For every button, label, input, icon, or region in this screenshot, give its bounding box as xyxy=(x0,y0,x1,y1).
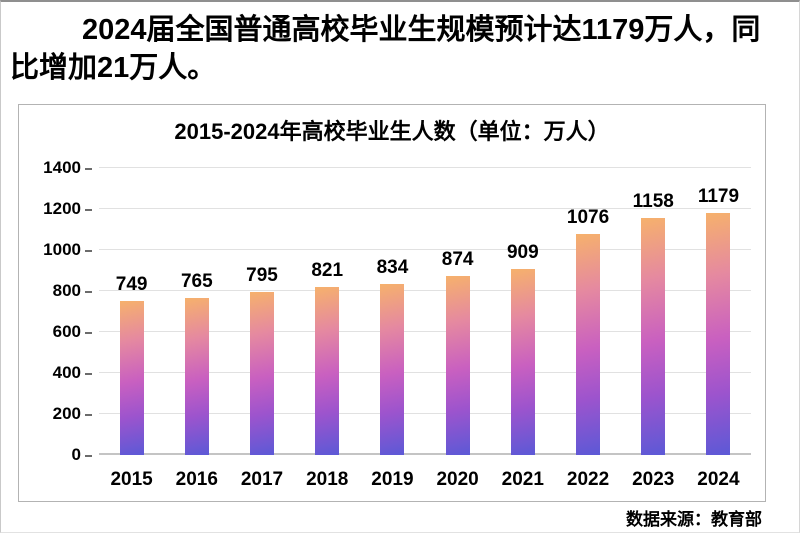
bar-2018 xyxy=(315,286,340,455)
gridline-600 xyxy=(99,331,751,332)
bar-value-label: 834 xyxy=(376,257,409,279)
gridline-1000 xyxy=(99,249,751,250)
bar-2022 xyxy=(576,234,601,455)
y-axis: 0 200 400 600 800 1000 1200 1400 xyxy=(19,158,95,464)
bar-value-label: 765 xyxy=(180,271,213,293)
bar-slot-2015: 749 xyxy=(99,168,164,455)
gridline-800 xyxy=(99,290,751,291)
chart-panel: 2015-2024年高校毕业生人数（单位：万人） 0 200 400 600 800 10… xyxy=(18,104,766,502)
gridline-200 xyxy=(99,413,751,414)
bar-slot-2023: 1158 xyxy=(621,168,686,455)
bar-slot-2016: 765 xyxy=(164,168,229,455)
bar-slot-2019: 834 xyxy=(360,168,425,455)
x-tick-label-2015: 2015 xyxy=(110,469,153,490)
y-tick-label-1400: 1400 xyxy=(43,158,92,177)
headline: 2024届全国普通高校毕业生规模预计达1179万人，同比增加21万人。 xyxy=(10,14,761,84)
bar-value-label: 909 xyxy=(506,241,539,263)
bar-value-label: 795 xyxy=(246,265,278,287)
bar-2017 xyxy=(250,292,274,455)
bar-value-label: 749 xyxy=(115,274,148,296)
x-tick-label-2024: 2024 xyxy=(697,469,740,490)
chart-title: 2015-2024年高校毕业生人数（单位：万人） xyxy=(174,119,610,144)
bar-2024 xyxy=(706,213,731,455)
bar-2021 xyxy=(510,268,535,455)
y-tick-label-800: 800 xyxy=(52,281,93,300)
bar-2016 xyxy=(184,298,209,455)
bar-2019 xyxy=(380,284,405,455)
y-tick-label-1200: 1200 xyxy=(43,199,92,218)
x-tick-label-2016: 2016 xyxy=(175,469,218,490)
bar-slot-2018: 821 xyxy=(295,168,360,455)
bar-2015 xyxy=(119,301,144,455)
bar-slot-2021: 909 xyxy=(490,168,555,455)
bar-slot-2022: 1076 xyxy=(555,168,620,455)
bar-slot-2024: 1179 xyxy=(686,168,751,455)
x-tick-label-2023: 2023 xyxy=(632,469,675,490)
y-tick-label-0: 0 xyxy=(71,445,94,464)
bar-value-label: 1076 xyxy=(566,207,610,229)
x-axis: 2015 2016 2017 2018 2019 2020 2021 2022 2023 2024 xyxy=(99,469,751,491)
bar-value-label: 821 xyxy=(311,259,344,281)
x-tick-label-2020: 2020 xyxy=(436,469,479,490)
bar-2023 xyxy=(641,217,666,455)
x-tick-label-2019: 2019 xyxy=(371,469,414,490)
gridline-1200 xyxy=(99,208,751,209)
gridline-1400 xyxy=(99,167,751,168)
y-tick-label-600: 600 xyxy=(52,322,93,341)
y-tick-label-1000: 1000 xyxy=(43,240,92,259)
x-tick-label-2022: 2022 xyxy=(566,469,610,490)
y-tick-label-400: 400 xyxy=(52,363,93,382)
plot-area: 749 765 795 821 834 874 909 1076 1158 1179 xyxy=(99,167,751,455)
x-tick-label-2021: 2021 xyxy=(501,469,544,490)
bar-value-label: 1179 xyxy=(697,186,740,208)
x-tick-label-2018: 2018 xyxy=(306,469,349,490)
bar-value-label: 874 xyxy=(441,248,474,270)
bar-slot-2017: 795 xyxy=(229,168,294,455)
bar-value-label: 1158 xyxy=(632,190,674,212)
data-source-caption: 数据来源：教育部 xyxy=(626,510,762,529)
gridline-0 xyxy=(99,453,751,455)
x-tick-label-2017: 2017 xyxy=(240,469,284,490)
bar-slot-2020: 874 xyxy=(425,168,490,455)
y-tick-label-200: 200 xyxy=(52,404,93,423)
bars-row: 749 765 795 821 834 874 909 1076 1158 1179 xyxy=(99,168,751,455)
bar-2020 xyxy=(445,275,470,455)
gridline-400 xyxy=(99,372,751,373)
